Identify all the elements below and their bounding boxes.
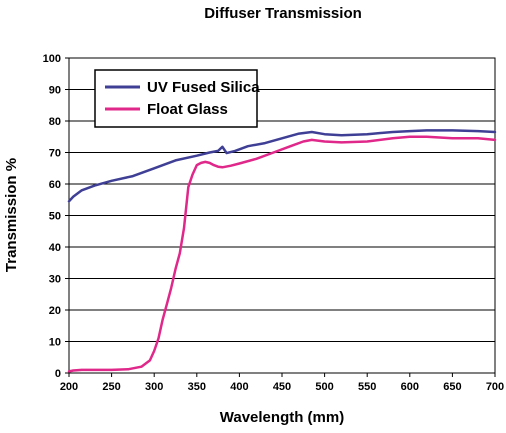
series-layer: [67, 129, 497, 373]
x-tick-label: 600: [401, 381, 419, 393]
x-tick-label: 200: [60, 381, 78, 393]
tick-labels: 0 10 20 30 40 50 60 70 80 90 100 200 250 300 350 400 450…: [43, 53, 505, 393]
y-axis-label: Transmission %: [3, 158, 20, 272]
y-tick-label: 50: [49, 211, 61, 223]
y-tick-label: 70: [49, 148, 61, 160]
chart-title: Diffuser Transmission: [204, 5, 362, 22]
x-tick-label: 350: [188, 381, 206, 393]
legend: UV Fused Silica Float Glass: [94, 69, 260, 128]
x-tick-label: 450: [273, 381, 291, 393]
y-tick-label: 10: [49, 337, 61, 349]
x-tick-label: 550: [358, 381, 376, 393]
x-tick-label: 300: [145, 381, 163, 393]
y-tick-label: 60: [49, 179, 61, 191]
y-tick-label: 20: [49, 305, 61, 317]
x-tick-label: 700: [486, 381, 504, 393]
y-tick-label: 100: [43, 53, 61, 65]
y-tick-label: 30: [49, 274, 61, 286]
y-tick-label: 40: [49, 242, 61, 254]
x-tick-label: 650: [443, 381, 461, 393]
x-axis-label: Wavelength (mm): [220, 409, 344, 426]
legend-box: [94, 69, 258, 128]
y-tick-label: 90: [49, 85, 61, 97]
x-tick-label: 500: [315, 381, 333, 393]
legend-label: Float Glass: [147, 101, 228, 118]
grid-lines: [69, 89, 495, 342]
x-tick-label: 250: [102, 381, 120, 393]
y-tick-label: 0: [55, 368, 61, 380]
series-line-float-glass: [67, 135, 497, 373]
legend-label: UV Fused Silica: [147, 79, 260, 96]
series-line-uv-fused-silica: [67, 129, 497, 203]
y-tick-label: 80: [49, 116, 61, 128]
x-tick-label: 400: [230, 381, 248, 393]
